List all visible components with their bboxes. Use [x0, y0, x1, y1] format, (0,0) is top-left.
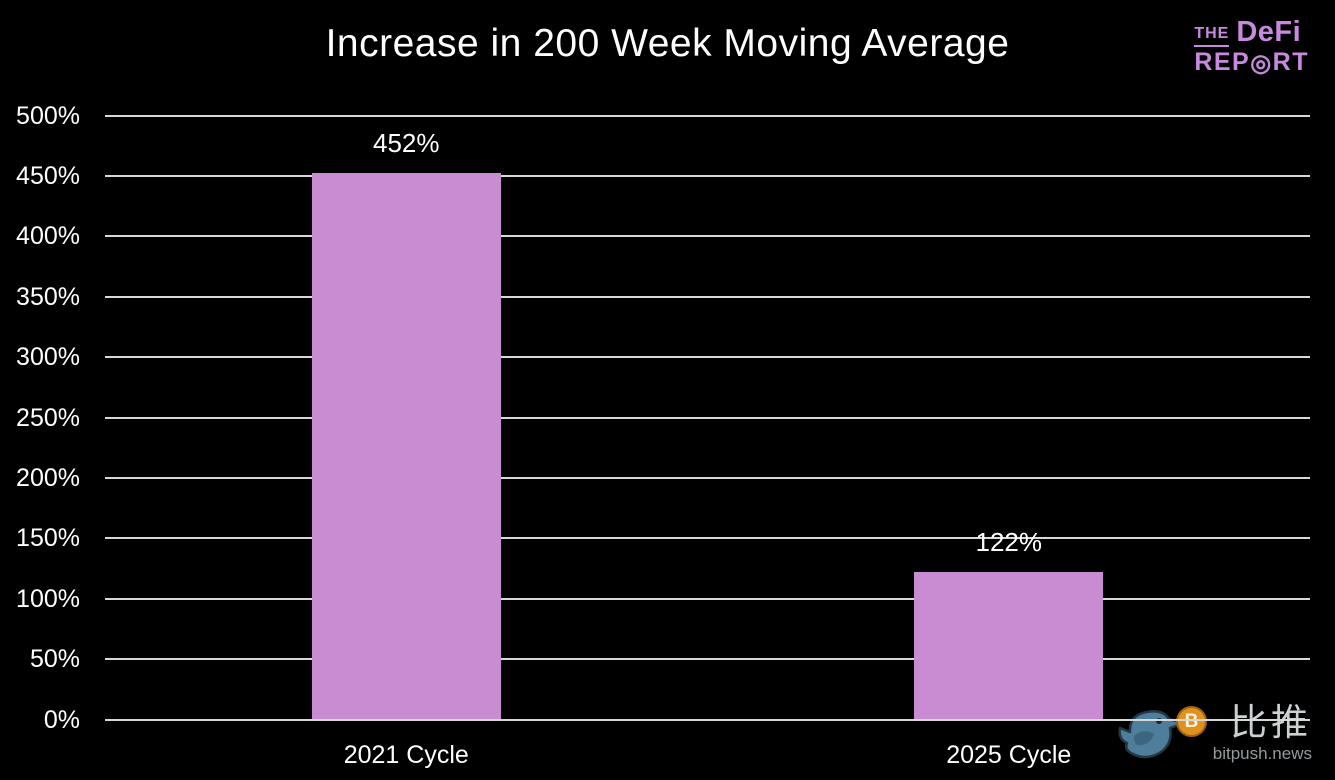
y-axis-tick-label: 50%: [29, 645, 80, 674]
bitpush-cn-brand: 比推: [1230, 702, 1312, 743]
y-axis-tick-label: 250%: [16, 403, 80, 432]
bar-value-label-2025-cycle: 122%: [975, 527, 1043, 558]
y-axis-tick-label: 0%: [43, 705, 80, 734]
bitpush-watermark: B 比推 bitpush.news: [1115, 700, 1335, 780]
logo-defi-text: DeFi: [1236, 16, 1302, 48]
y-axis-tick-label: 500%: [16, 101, 80, 130]
gridline: [105, 658, 1310, 661]
bitcoin-coin-icon: B: [1176, 706, 1207, 737]
x-axis-category-label-2021-cycle: 2021 Cycle: [343, 741, 469, 769]
gridline: [105, 174, 1310, 177]
gridline: [105, 114, 1310, 117]
y-axis-tick-label: 450%: [16, 161, 80, 190]
watermark-text: 比推 bitpush.news: [1213, 702, 1312, 764]
logo-report-text: REP◎RT: [1194, 48, 1309, 77]
logo-report-suffix: RT: [1272, 48, 1309, 76]
target-o-icon: ◎: [1250, 50, 1273, 77]
logo-line-1: THE DeFi: [1194, 18, 1309, 47]
gridline: [105, 356, 1310, 359]
y-axis-tick-label: 400%: [16, 222, 80, 251]
bar-2021-cycle: [311, 173, 501, 720]
bar-value-label-2021-cycle: 452%: [373, 128, 440, 159]
gridline: [105, 597, 1310, 600]
y-axis-tick-label: 150%: [16, 524, 80, 553]
y-axis-tick-label: 200%: [16, 463, 80, 492]
chart-title: Increase in 200 Week Moving Average: [325, 22, 1010, 65]
gridline: [105, 476, 1310, 479]
x-axis-category-label-2025-cycle: 2025 Cycle: [946, 741, 1072, 769]
y-axis-tick-label: 300%: [16, 343, 80, 372]
gridline: [105, 416, 1310, 419]
defi-report-logo: THE DeFi REP◎RT: [1194, 18, 1309, 77]
logo-report-prefix: REP: [1194, 48, 1251, 76]
y-axis-tick-label: 100%: [16, 584, 80, 613]
bitpush-site-url: bitpush.news: [1212, 744, 1312, 763]
logo-the-text: THE: [1194, 26, 1230, 47]
y-axis-tick-label: 350%: [16, 282, 80, 311]
bar-2025-cycle: [914, 572, 1104, 720]
gridline: [105, 295, 1310, 298]
gridline: [105, 537, 1310, 540]
gridline: [105, 235, 1310, 238]
gridline: [105, 718, 1310, 721]
